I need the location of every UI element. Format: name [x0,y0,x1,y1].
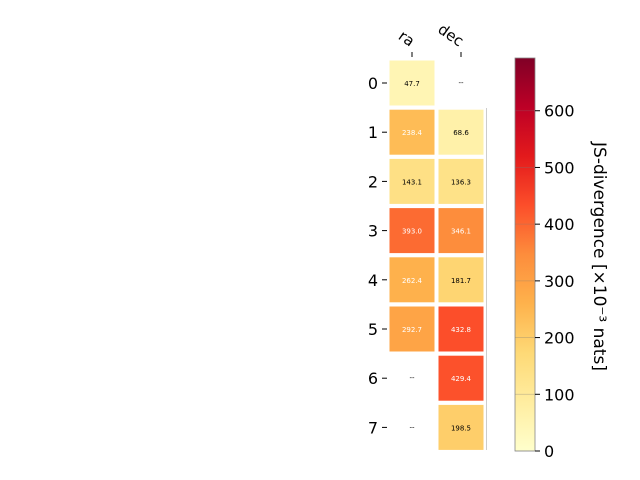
column-label-ra: ra [395,27,418,51]
colorbar-tick-label: 300 [544,272,575,291]
column-label-dec: dec [435,20,467,50]
heatmap-cell-2-dec [438,158,484,204]
row-label-6: 6 [368,369,378,388]
heatmap-cell-4-ra [389,257,435,303]
cell-label-2-ra: 143.1 [402,178,422,186]
cell-label-7-ra: -- [409,423,415,431]
colorbar-tick-label: 0 [544,442,554,461]
colorbar-tick-label: 100 [544,385,575,404]
row-label-2: 2 [368,172,378,191]
cell-label-4-dec: 181.7 [451,277,471,285]
heatmap-cell-4-dec [438,257,484,303]
heatmap-cell-1-ra [389,109,435,155]
cell-label-2-dec: 136.3 [451,178,471,186]
cell-label-3-dec: 346.1 [451,228,471,236]
row-label-1: 1 [368,123,378,142]
cell-label-5-dec: 432.8 [451,326,471,334]
cell-label-1-dec: 68.6 [453,129,469,137]
heatmap-cell-6-dec [438,355,484,401]
colorbar-label: JS-divergence [×10⁻³ nats] [589,141,609,371]
row-label-0: 0 [368,74,378,93]
row-label-4: 4 [368,271,378,290]
cell-label-4-ra: 262.4 [402,277,423,285]
row-label-5: 5 [368,320,378,339]
row-label-7: 7 [368,418,378,437]
heatmap-cell-5-dec [438,306,484,352]
cell-label-0-dec: -- [458,79,464,87]
cell-label-7-dec: 198.5 [451,424,471,432]
colorbar: 0 100 200 300 400 500 600 JS-divergence [×10⁻³ … [514,57,609,461]
colorbar-tick-label: 600 [544,102,575,121]
heatmap-grid: 47.7 -- 238.4 68.6 143.1 136.3 393.0 346.1 262.4… [389,60,484,450]
colorbar-tick-label: 200 [544,329,575,348]
heatmap-cell-0-ra [389,60,435,106]
cell-label-0-ra: 47.7 [404,80,420,88]
colorbar-tick-label: 500 [544,158,575,177]
heatmap-cell-2-ra [389,158,435,204]
cell-label-6-ra: -- [409,374,415,382]
heatmap-cell-7-dec [438,404,484,450]
colorbar-gradient [514,57,536,452]
colorbar-tick-label: 400 [544,215,575,234]
heatmap-cell-1-dec [438,109,484,155]
heatmap-cell-3-dec [438,208,484,254]
cell-label-1-ra: 238.4 [402,129,423,137]
row-label-3: 3 [368,222,378,241]
cell-label-3-ra: 393.0 [402,228,422,236]
heatmap-cell-3-ra [389,208,435,254]
cell-label-6-dec: 429.4 [451,375,472,383]
cell-label-5-ra: 292.7 [402,326,422,334]
heatmap-cell-5-ra [389,306,435,352]
